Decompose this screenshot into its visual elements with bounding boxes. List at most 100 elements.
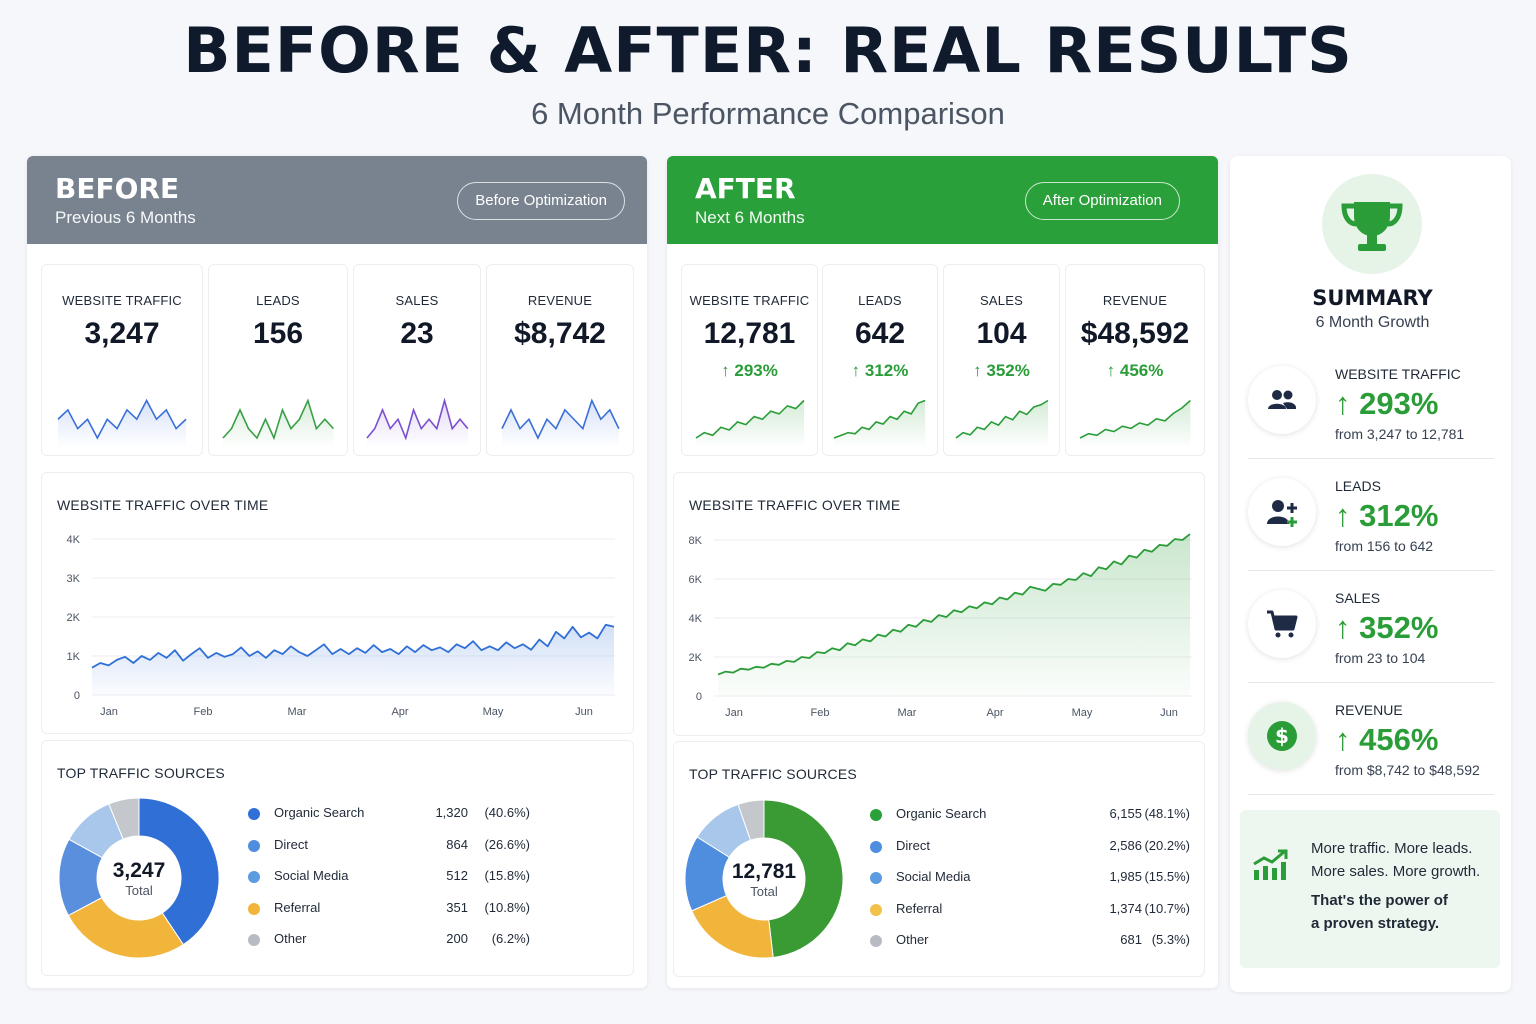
- legend-dot: [248, 934, 260, 946]
- summary-label: LEADS: [1335, 478, 1381, 494]
- summary-label: SALES: [1335, 590, 1381, 606]
- kpi-value: 642: [854, 317, 906, 350]
- sparkline-area: [501, 400, 619, 448]
- summary-from: from $8,742 to $48,592: [1335, 762, 1480, 778]
- summary-label: REVENUE: [1335, 702, 1403, 718]
- after-header: AFTER Next 6 Months After Optimization: [667, 156, 1218, 244]
- callout-line: More sales. More growth.: [1311, 863, 1481, 880]
- summary-change: ↑ 312%: [1335, 498, 1439, 533]
- callout-line: More traffic. More leads.: [1311, 840, 1473, 857]
- y-tick-label: 0: [696, 691, 702, 703]
- y-tick-label: 2K: [67, 612, 81, 624]
- x-tick-label: Jan: [100, 706, 118, 718]
- before-kpi-sales: SALES 23: [353, 264, 481, 456]
- traffic-line: [717, 533, 1191, 676]
- legend-row: Organic Search 1,320 (40.6%): [248, 804, 578, 824]
- before-donut-center: 3,247 Total: [89, 859, 189, 898]
- callout-line: a proven strategy.: [1311, 915, 1440, 932]
- after-traffic-chart: 0 2K 4K 6K 8K Jan Feb Mar Apr May Jun: [689, 533, 1192, 719]
- summary-item-website-traffic: WEBSITE TRAFFIC ↑ 293% from 3,247 to 12,…: [1230, 360, 1511, 472]
- legend-percent: (10.7%): [1144, 900, 1190, 916]
- sources-title: TOP TRAFFIC SOURCES: [57, 765, 225, 781]
- sparkline-line: [502, 401, 619, 439]
- legend-row: Social Media 1,985 (15.5%): [870, 868, 1190, 888]
- sparkline-area: [695, 400, 804, 448]
- y-tick-label: 6K: [689, 574, 703, 586]
- summary-from: from 156 to 642: [1335, 538, 1434, 554]
- sparkline-area: [58, 400, 186, 448]
- legend-name: Organic Search: [896, 806, 987, 821]
- after-donut-center: 12,781 Total: [714, 860, 814, 899]
- summary-item-leads: LEADS ↑ 312% from 156 to 642: [1230, 472, 1511, 584]
- page-subtitle: 6 Month Performance Comparison: [531, 96, 1005, 131]
- kpi-sparkline: [58, 393, 186, 448]
- legend-percent: (15.8%): [484, 868, 530, 883]
- after-panel: AFTER Next 6 Months After Optimization W…: [667, 156, 1218, 988]
- legend-dot: [248, 871, 260, 883]
- sparkline-line: [956, 401, 1048, 439]
- legend-value: 351: [446, 899, 468, 915]
- donut-slice: [138, 797, 220, 946]
- kpi-sparkline: [696, 393, 804, 448]
- legend-dot: [248, 839, 260, 852]
- after-subtitle: Next 6 Months: [695, 208, 805, 227]
- legend-percent: (20.2%): [1144, 837, 1190, 853]
- legend-row: Social Media 512 (15.8%): [248, 867, 578, 887]
- kpi-change: ↑ 293%: [721, 361, 778, 380]
- after-kpi-sales: SALES 104 ↑ 352%: [943, 264, 1060, 456]
- legend-value: 681: [1120, 932, 1142, 947]
- legend-name: Referral: [274, 899, 321, 915]
- summary-change: ↑ 352%: [1335, 610, 1439, 645]
- before-optimization-badge: Before Optimization: [457, 182, 625, 220]
- legend-dot: [870, 872, 882, 884]
- legend-row: Direct 2,586 (20.2%): [870, 837, 1190, 857]
- y-tick-label: 2K: [689, 652, 703, 664]
- sparkline-line: [223, 401, 333, 439]
- donut-total-label: Total: [750, 884, 778, 899]
- summary-subtitle: 6 Month Growth: [1315, 314, 1430, 331]
- legend-value: 1,985: [1109, 869, 1142, 884]
- after-sources-card: TOP TRAFFIC SOURCES 12,781 Total Organic…: [673, 741, 1205, 977]
- donut-slice: [737, 799, 765, 841]
- y-tick-label: 4K: [689, 613, 703, 625]
- x-tick-label: Feb: [811, 707, 830, 719]
- legend-dot: [870, 809, 882, 821]
- sparkline-line: [834, 401, 925, 439]
- legend-name: Other: [896, 932, 929, 947]
- legend-dot: [870, 935, 882, 947]
- legend-value: 2,586: [1109, 837, 1142, 853]
- divider: [1248, 682, 1494, 683]
- kpi-sparkline: [1080, 393, 1190, 448]
- donut-total: 12,781: [731, 860, 797, 883]
- kpi-label: WEBSITE TRAFFIC: [689, 293, 810, 308]
- donut-slice: [763, 799, 844, 959]
- dollar-icon: $: [1248, 702, 1316, 770]
- legend-name: Other: [274, 931, 307, 946]
- sparkline-line: [696, 401, 804, 439]
- after-kpi-website-traffic: WEBSITE TRAFFIC 12,781 ↑ 293%: [681, 264, 818, 456]
- traffic-line: [91, 623, 615, 669]
- cart-icon: [1248, 590, 1316, 658]
- divider: [1248, 458, 1494, 459]
- summary-label: WEBSITE TRAFFIC: [1335, 366, 1461, 382]
- traffic-chart-title: WEBSITE TRAFFIC OVER TIME: [57, 497, 269, 513]
- sparkline-line: [1080, 401, 1190, 439]
- after-title: AFTER: [695, 172, 796, 205]
- legend-percent: (40.6%): [484, 805, 530, 820]
- after-optimization-badge: After Optimization: [1024, 182, 1180, 220]
- before-panel: BEFORE Previous 6 Months Before Optimiza…: [27, 156, 647, 988]
- x-tick-label: May: [483, 706, 504, 718]
- kpi-value: $8,742: [514, 317, 606, 350]
- y-tick-label: 4K: [67, 534, 81, 546]
- after-sources-donut: [684, 799, 844, 959]
- kpi-sparkline: [367, 393, 468, 448]
- legend-dot: [870, 840, 882, 853]
- before-traffic-chart: 0 1K 2K 3K 4K Jan Feb Mar Apr May Jun: [67, 534, 615, 718]
- trophy-icon: [1322, 174, 1422, 274]
- kpi-value: 156: [252, 317, 304, 350]
- add-user-icon: [1248, 478, 1316, 546]
- before-title: BEFORE: [55, 172, 180, 205]
- y-tick-label: 3K: [67, 573, 81, 585]
- legend-row: Direct 864 (26.6%): [248, 836, 578, 856]
- legend-dot: [248, 902, 260, 915]
